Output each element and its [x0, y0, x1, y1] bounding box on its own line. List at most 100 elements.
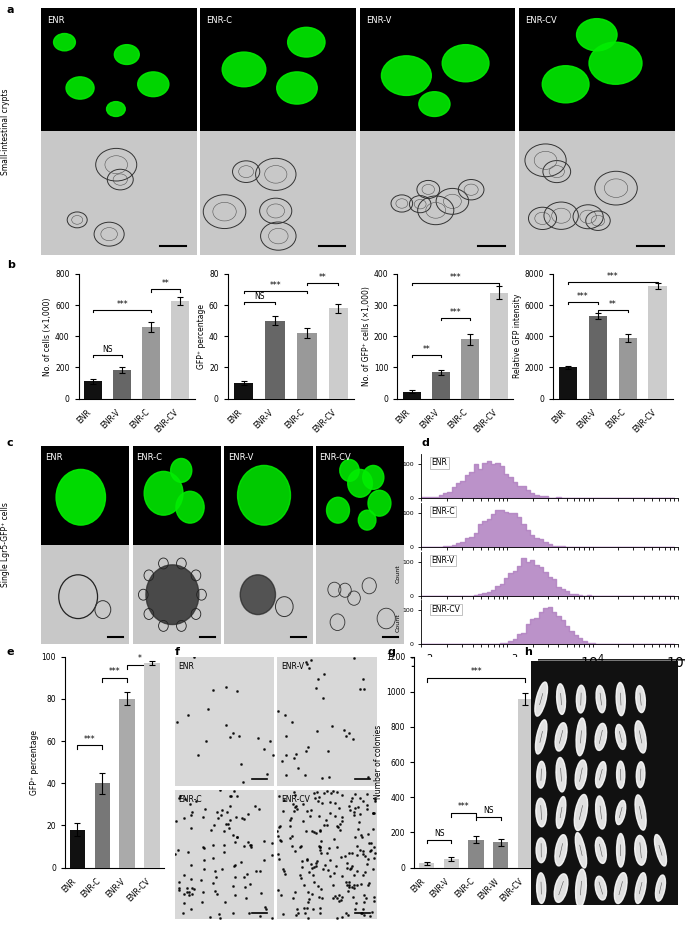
- Bar: [419, 863, 434, 868]
- Ellipse shape: [557, 684, 566, 715]
- Bar: [234, 383, 253, 399]
- Text: ENR-C: ENR-C: [179, 795, 202, 805]
- Y-axis label: No. of GFP⁺ cells (×1,000): No. of GFP⁺ cells (×1,000): [362, 286, 371, 386]
- Text: ***: ***: [458, 802, 469, 811]
- Bar: [559, 368, 577, 399]
- Text: ***: ***: [109, 667, 121, 676]
- Circle shape: [543, 66, 589, 103]
- Circle shape: [138, 72, 169, 97]
- Ellipse shape: [616, 800, 625, 825]
- Text: h: h: [524, 647, 532, 658]
- Ellipse shape: [595, 796, 606, 829]
- Ellipse shape: [556, 796, 566, 828]
- Ellipse shape: [635, 720, 646, 753]
- Text: ENR: ENR: [45, 452, 62, 461]
- Text: **: **: [423, 345, 430, 354]
- Ellipse shape: [574, 794, 588, 830]
- Bar: [142, 327, 160, 399]
- Text: **: **: [609, 300, 616, 309]
- Circle shape: [238, 465, 290, 525]
- Circle shape: [288, 27, 325, 57]
- Ellipse shape: [575, 760, 587, 790]
- Ellipse shape: [576, 686, 586, 713]
- Ellipse shape: [654, 835, 667, 866]
- Circle shape: [362, 465, 384, 490]
- Ellipse shape: [595, 723, 607, 750]
- Ellipse shape: [556, 758, 566, 792]
- Bar: [119, 699, 135, 868]
- Circle shape: [577, 19, 617, 51]
- Y-axis label: Count: Count: [396, 565, 401, 582]
- Circle shape: [589, 42, 642, 84]
- Bar: [113, 370, 132, 399]
- Ellipse shape: [656, 875, 666, 901]
- Y-axis label: GFP⁺ percentage: GFP⁺ percentage: [197, 304, 206, 369]
- Text: e: e: [7, 647, 14, 658]
- Text: ***: ***: [577, 292, 589, 301]
- Text: NS: NS: [103, 345, 113, 354]
- Text: ENR-CV: ENR-CV: [525, 16, 557, 25]
- Text: ENR-CV: ENR-CV: [319, 452, 351, 461]
- Ellipse shape: [595, 762, 606, 788]
- Text: NS: NS: [483, 806, 494, 815]
- Circle shape: [222, 53, 266, 86]
- Ellipse shape: [536, 798, 547, 826]
- Ellipse shape: [614, 872, 627, 903]
- Bar: [444, 859, 459, 868]
- Circle shape: [171, 459, 192, 482]
- Text: ENR: ENR: [47, 16, 65, 25]
- Text: g: g: [387, 647, 395, 658]
- Y-axis label: Count: Count: [396, 467, 401, 485]
- Circle shape: [348, 469, 373, 497]
- Text: Single Lgr5-GFP⁺ cells: Single Lgr5-GFP⁺ cells: [1, 503, 10, 587]
- Circle shape: [176, 492, 204, 523]
- Bar: [171, 301, 189, 399]
- Text: NS: NS: [254, 292, 264, 301]
- Text: ENR-C: ENR-C: [432, 507, 455, 516]
- Text: ENR-C: ENR-C: [207, 16, 233, 25]
- Y-axis label: GFP⁺ percentage: GFP⁺ percentage: [29, 730, 39, 794]
- Text: **: **: [162, 280, 170, 289]
- Bar: [329, 309, 348, 399]
- Text: ENR-V: ENR-V: [366, 16, 391, 25]
- Ellipse shape: [635, 836, 647, 865]
- Text: ENR: ENR: [179, 662, 195, 671]
- Text: ***: ***: [449, 273, 461, 282]
- Circle shape: [56, 469, 105, 525]
- Text: ***: ***: [471, 667, 482, 676]
- Ellipse shape: [554, 874, 568, 902]
- Y-axis label: Count: Count: [396, 516, 401, 534]
- Text: **: **: [319, 273, 327, 282]
- X-axis label: GFP: GFP: [543, 672, 557, 681]
- Text: ENR-CV: ENR-CV: [432, 605, 460, 613]
- Y-axis label: Relative GFP intensity: Relative GFP intensity: [513, 295, 522, 378]
- Bar: [84, 382, 102, 399]
- Text: d: d: [421, 438, 429, 448]
- Bar: [619, 338, 637, 399]
- Ellipse shape: [535, 682, 547, 716]
- Bar: [70, 830, 85, 868]
- Text: c: c: [7, 438, 14, 448]
- Bar: [95, 783, 110, 868]
- Bar: [649, 286, 667, 399]
- Ellipse shape: [636, 762, 645, 788]
- Circle shape: [146, 565, 199, 625]
- Text: ENR-V: ENR-V: [432, 556, 455, 565]
- Y-axis label: No. of cells (×1,000): No. of cells (×1,000): [43, 297, 52, 375]
- Circle shape: [358, 510, 376, 530]
- Text: Small-intestinal crypts: Small-intestinal crypts: [1, 88, 10, 174]
- Ellipse shape: [575, 833, 586, 868]
- Bar: [493, 842, 508, 868]
- Ellipse shape: [616, 683, 625, 716]
- Text: NS: NS: [434, 829, 445, 838]
- Circle shape: [382, 55, 432, 96]
- Bar: [265, 321, 285, 399]
- Circle shape: [240, 575, 275, 614]
- Text: ENR-V: ENR-V: [282, 662, 305, 671]
- Ellipse shape: [536, 719, 547, 754]
- Ellipse shape: [536, 873, 546, 903]
- Bar: [461, 340, 479, 399]
- Y-axis label: Number of colonies: Number of colonies: [374, 725, 383, 799]
- Ellipse shape: [537, 762, 545, 788]
- Ellipse shape: [595, 838, 606, 863]
